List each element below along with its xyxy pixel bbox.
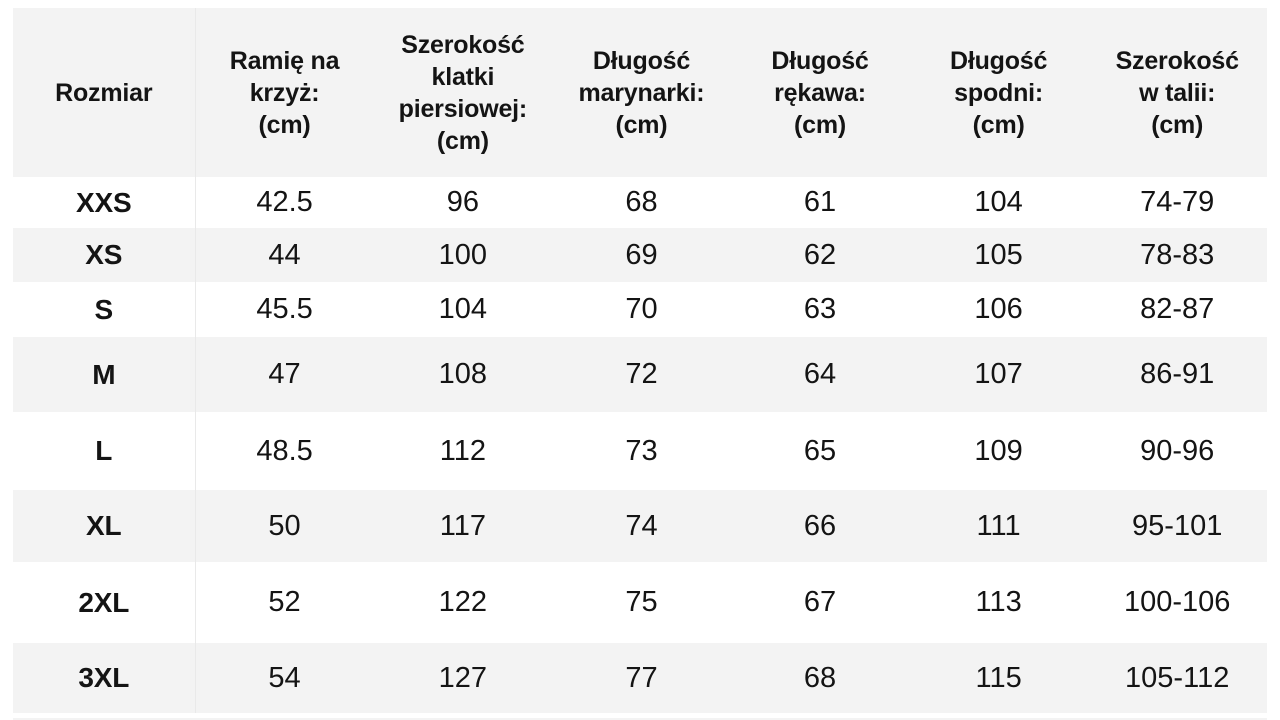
header-line: Rozmiar — [55, 78, 153, 107]
cell-l-dlugosc-marynarki: 73 — [625, 434, 658, 467]
table-row-l: L 48.5 112 73 65 109 90-96 — [13, 412, 1267, 490]
column-header-dlugosc-marynarki: Długość marynarki: (cm) — [552, 8, 731, 177]
cell-xxs-ramie-na-krzyz: 42.5 — [256, 186, 313, 218]
header-line: Długość — [949, 46, 1048, 75]
size-label-xl: XL — [13, 490, 196, 562]
cell-s-ramie-na-krzyz: 45.5 — [256, 293, 313, 325]
cell-l-dlugosc-rekawa: 65 — [803, 434, 837, 467]
cell-xl-dlugosc-marynarki: 74 — [552, 490, 731, 562]
cell-xxs-dlugosc-marynarki: 68 — [625, 186, 658, 218]
cell-m-szerokosc-klatki: 108 — [373, 337, 553, 412]
header-line: Szerokość — [401, 30, 525, 59]
column-header-rozmiar: Rozmiar — [13, 8, 196, 177]
cell-xs-dlugosc-marynarki: 69 — [552, 228, 731, 282]
column-header-ramie-na-krzyz: Ramię na krzyż: (cm) — [195, 8, 374, 177]
cell-l-szerokosc-klatki: 112 — [439, 434, 486, 467]
cell-m-dlugosc-rekawa: 64 — [730, 337, 910, 412]
cell-xxs-szerokosc-w-talii: 74-79 — [1140, 186, 1215, 218]
table-row-xs: XS 44 100 69 62 105 78-83 — [13, 228, 1267, 282]
cell-xxs-szerokosc-klatki: 96 — [446, 186, 479, 218]
cell-xl-dlugosc-rekawa: 66 — [730, 490, 910, 562]
header-line: Ramię na — [229, 46, 340, 75]
cell-2xl-dlugosc-rekawa: 67 — [803, 586, 837, 618]
header-line: rękawa: — [774, 78, 866, 107]
cell-2xl-szerokosc-w-talii: 100-106 — [1123, 586, 1231, 618]
header-line: piersiowej: — [398, 94, 528, 123]
header-line: (cm) — [1151, 110, 1204, 139]
cell-s-dlugosc-marynarki: 70 — [625, 293, 658, 325]
cell-s-dlugosc-rekawa: 63 — [803, 293, 837, 325]
cell-s-szerokosc-klatki: 104 — [438, 293, 488, 325]
table-row-s: S 45.5 104 70 63 106 82-87 — [13, 282, 1267, 337]
table-row-m: M 47 108 72 64 107 86-91 — [13, 337, 1267, 412]
header-line: Długość — [592, 46, 691, 75]
header-line: (cm) — [794, 110, 847, 139]
size-label-2xl: 2XL — [13, 562, 196, 643]
cell-xxs-dlugosc-rekawa: 61 — [803, 186, 837, 218]
header-line: spodni: — [954, 78, 1044, 107]
header-line: w talii: — [1139, 78, 1216, 107]
header-line: marynarki: — [578, 78, 705, 107]
header-line: Długość — [771, 46, 869, 75]
cell-l-szerokosc-w-talii: 90-96 — [1140, 434, 1215, 467]
cell-m-dlugosc-marynarki: 72 — [552, 337, 731, 412]
header-line: (cm) — [972, 110, 1025, 139]
size-label-xxs: XXS — [13, 177, 196, 228]
header-line: (cm) — [615, 110, 668, 139]
header-line: (cm) — [258, 110, 311, 139]
size-label-m: M — [13, 337, 196, 412]
header-line: (cm) — [436, 126, 489, 155]
cell-l-dlugosc-spodni: 109 — [974, 434, 1023, 467]
cell-3xl-dlugosc-rekawa: 68 — [730, 643, 910, 713]
size-label-xs: XS — [13, 228, 196, 282]
column-header-szerokosc-klatki: Szerokość klatki piersiowej: (cm) — [373, 8, 553, 177]
size-table-container: Rozmiar Ramię na krzyż: (cm) Szerokość klatki… — [13, 8, 1267, 713]
table-row-xxs: XXS 42.5 96 68 61 104 74-79 — [13, 177, 1267, 228]
size-table: Rozmiar Ramię na krzyż: (cm) Szerokość klatki… — [13, 8, 1267, 713]
cell-m-dlugosc-spodni: 107 — [909, 337, 1088, 412]
cell-3xl-ramie-na-krzyz: 54 — [195, 643, 374, 713]
cell-m-szerokosc-w-talii: 86-91 — [1087, 337, 1267, 412]
cell-3xl-szerokosc-w-talii: 105-112 — [1087, 643, 1267, 713]
cell-3xl-dlugosc-marynarki: 77 — [552, 643, 731, 713]
cell-s-szerokosc-w-talii: 82-87 — [1140, 293, 1215, 325]
table-header: Rozmiar Ramię na krzyż: (cm) Szerokość klatki… — [13, 8, 1267, 177]
size-label-3xl: 3XL — [13, 643, 196, 713]
cell-2xl-dlugosc-spodni: 113 — [975, 586, 1022, 618]
column-header-szerokosc-w-talii: Szerokość w talii: (cm) — [1087, 8, 1267, 177]
cell-2xl-dlugosc-marynarki: 75 — [625, 586, 658, 618]
next-row-edge — [13, 718, 1267, 720]
cell-2xl-ramie-na-krzyz: 52 — [268, 586, 301, 618]
header-row: Rozmiar Ramię na krzyż: (cm) Szerokość klatki… — [13, 8, 1267, 177]
column-header-dlugosc-rekawa: Długość rękawa: (cm) — [730, 8, 910, 177]
header-line: klatki — [431, 62, 495, 91]
cell-xs-ramie-na-krzyz: 44 — [195, 228, 374, 282]
table-row-2xl: 2XL 52 122 75 67 113 100-106 — [13, 562, 1267, 643]
cell-s-dlugosc-spodni: 106 — [974, 293, 1023, 325]
column-header-dlugosc-spodni: Długość spodni: (cm) — [909, 8, 1088, 177]
table-row-xl: XL 50 117 74 66 111 95-101 — [13, 490, 1267, 562]
cell-3xl-dlugosc-spodni: 115 — [909, 643, 1088, 713]
cell-xl-dlugosc-spodni: 111 — [909, 490, 1088, 562]
cell-3xl-szerokosc-klatki: 127 — [373, 643, 553, 713]
cell-xs-dlugosc-spodni: 105 — [909, 228, 1088, 282]
cell-xl-szerokosc-klatki: 117 — [373, 490, 553, 562]
table-body: XXS 42.5 96 68 61 104 74-79 XS 44 100 69 62 105 78-83… — [13, 177, 1267, 713]
cell-xs-szerokosc-klatki: 100 — [373, 228, 553, 282]
cell-xs-szerokosc-w-talii: 78-83 — [1087, 228, 1267, 282]
cell-xl-szerokosc-w-talii: 95-101 — [1087, 490, 1267, 562]
cell-xxs-dlugosc-spodni: 104 — [974, 186, 1023, 218]
cell-xs-dlugosc-rekawa: 62 — [730, 228, 910, 282]
cell-2xl-szerokosc-klatki: 122 — [438, 586, 488, 618]
header-line: Szerokość — [1115, 46, 1239, 75]
cell-m-ramie-na-krzyz: 47 — [195, 337, 374, 412]
cell-l-ramie-na-krzyz: 48.5 — [256, 434, 313, 467]
size-label-l: L — [13, 412, 196, 490]
cell-xl-ramie-na-krzyz: 50 — [195, 490, 374, 562]
table-row-3xl: 3XL 54 127 77 68 115 105-112 — [13, 643, 1267, 713]
header-line: krzyż: — [249, 78, 320, 107]
size-label-s: S — [13, 282, 196, 337]
